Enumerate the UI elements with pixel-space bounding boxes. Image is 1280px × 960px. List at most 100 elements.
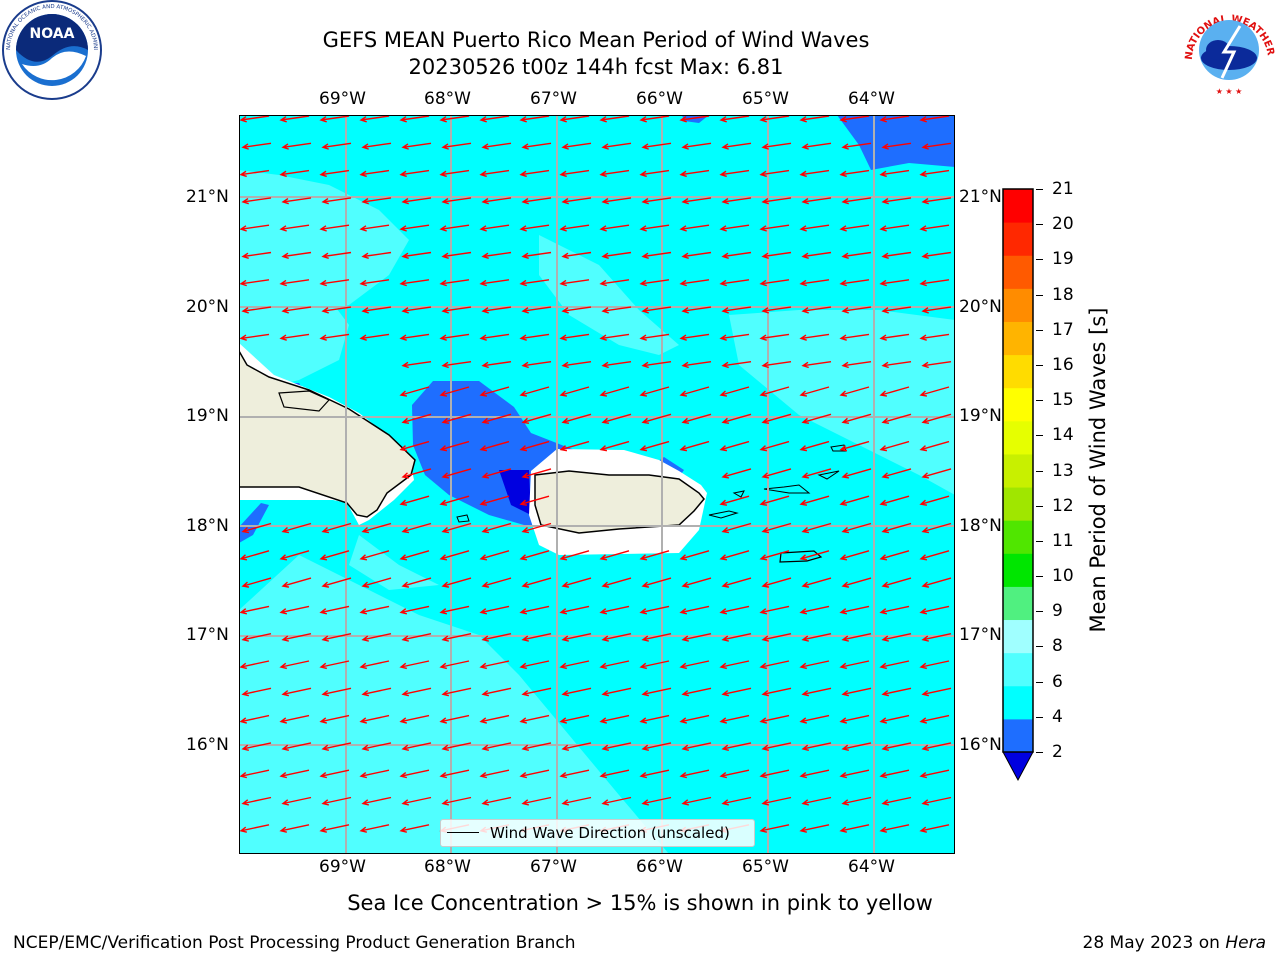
wind-wave-arrow (719, 660, 750, 670)
colorbar-tick-mark (1036, 505, 1043, 507)
wind-wave-arrow (519, 279, 550, 287)
wind-wave-arrow (921, 522, 952, 534)
wind-wave-arrow (881, 142, 912, 150)
wind-wave-arrow (321, 197, 352, 205)
wind-wave-arrow (481, 577, 512, 588)
wind-wave-arrow (319, 605, 350, 615)
wind-wave-arrow (681, 633, 712, 642)
wind-wave-arrow (321, 796, 352, 806)
colorbar-tick-mark (1036, 329, 1043, 331)
wind-wave-arrow (361, 306, 392, 314)
wind-wave-arrow (399, 279, 430, 287)
colorbar-segment (1003, 387, 1033, 422)
wind-wave-arrow (761, 361, 792, 369)
colorbar-tick-mark (1036, 716, 1043, 718)
wind-wave-arrow (399, 440, 430, 452)
wind-wave-arrow (519, 769, 550, 779)
colorbar-tick-mark (1036, 611, 1043, 613)
wind-wave-arrow (599, 605, 630, 615)
wind-wave-arrow (439, 769, 470, 779)
wind-wave-arrow (721, 413, 752, 425)
wind-wave-arrow (719, 386, 750, 397)
wind-wave-arrow (239, 279, 270, 287)
wind-wave-arrow (561, 251, 592, 259)
wind-wave-arrow (359, 224, 390, 232)
wind-wave-arrow (561, 197, 592, 205)
wind-wave-arrow (841, 742, 872, 752)
wind-wave-arrow (759, 224, 790, 232)
wind-wave-arrow (279, 550, 310, 561)
wind-wave-arrow (401, 633, 432, 642)
wind-wave-arrow (319, 279, 350, 287)
colorbar-tick-label: 11 (1052, 530, 1074, 551)
wind-wave-arrow (321, 251, 352, 259)
wind-wave-arrow (801, 742, 832, 752)
wind-wave-arrow (919, 440, 950, 452)
wind-wave-arrow (639, 440, 670, 452)
wind-wave-arrow (359, 115, 390, 123)
colorbar-segment (1003, 553, 1033, 587)
colorbar-segment (1003, 718, 1033, 753)
wind-wave-arrow (401, 413, 432, 425)
wind-wave-arrow (521, 197, 552, 205)
wind-wave-arrow (321, 687, 352, 697)
wind-wave-arrow (439, 169, 470, 178)
wind-wave-arrow (761, 577, 792, 588)
wind-wave-arrow (921, 796, 952, 806)
wind-wave-arrow (841, 251, 872, 259)
wind-wave-arrow (319, 169, 350, 178)
wind-wave-arrow (359, 660, 390, 670)
wind-wave-arrow (279, 714, 310, 724)
wind-wave-arrow (359, 824, 390, 833)
wind-wave-arrow (761, 197, 792, 205)
wind-wave-arrow (319, 660, 350, 670)
wind-wave-arrow (321, 577, 352, 588)
wind-wave-arrow (399, 115, 430, 123)
wind-wave-arrow (479, 660, 510, 670)
wind-wave-arrow (879, 495, 910, 506)
wind-wave-arrow (839, 824, 870, 833)
wind-wave-arrow (679, 279, 710, 287)
wind-wave-arrow (719, 440, 750, 452)
wind-wave-arrow (519, 115, 550, 123)
lat-label-left-17n: 17°N (186, 625, 229, 645)
wind-wave-arrow (639, 279, 670, 287)
wind-wave-arrow (601, 633, 632, 642)
wind-wave-arrow (279, 605, 310, 615)
nws-logo: NATIONAL WEATHER SERVICE ★ ★ ★ (1174, 0, 1280, 100)
lat-label-right-17n: 17°N (959, 625, 1002, 645)
wind-wave-arrow (479, 769, 510, 779)
wind-wave-arrow (879, 279, 910, 287)
wind-wave-arrow (441, 577, 472, 588)
wind-wave-arrow (481, 197, 512, 205)
puerto-rico-landmass (534, 470, 705, 534)
wind-wave-arrow (839, 660, 870, 670)
wind-wave-arrow (521, 468, 552, 479)
wind-wave-arrow (519, 495, 550, 506)
wind-wave-arrow (721, 468, 752, 479)
wind-wave-arrow (239, 769, 270, 779)
wind-wave-arrow (519, 224, 550, 232)
wind-wave-arrow (881, 687, 912, 697)
wind-wave-arrow (399, 495, 430, 506)
wind-wave-arrow (639, 714, 670, 724)
wind-wave-arrow (399, 386, 430, 397)
wind-wave-arrow (559, 386, 590, 397)
wind-wave-arrow (719, 224, 750, 232)
wind-wave-arrow (641, 197, 672, 205)
wind-wave-arrow (521, 251, 552, 259)
wind-wave-arrow (801, 522, 832, 534)
wind-wave-arrow (679, 169, 710, 178)
wind-wave-arrow (399, 169, 430, 178)
wind-wave-arrow (721, 687, 752, 697)
wind-wave-arrow (559, 440, 590, 452)
wind-wave-arrow (761, 306, 792, 314)
wind-wave-arrow (559, 769, 590, 779)
colorbar-tick-label: 4 (1052, 706, 1063, 727)
wind-wave-arrow (599, 115, 630, 123)
wind-wave-arrow (681, 413, 712, 425)
lat-label-right-19n: 19°N (959, 406, 1002, 426)
wind-wave-arrow (439, 115, 470, 123)
wind-wave-arrow (881, 468, 912, 479)
wind-wave-arrow (839, 769, 870, 779)
